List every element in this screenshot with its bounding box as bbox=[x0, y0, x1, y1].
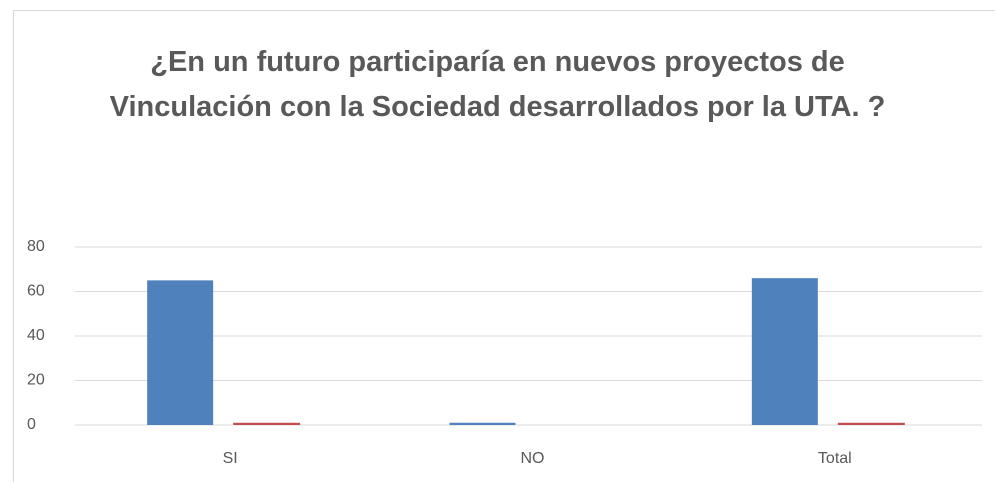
x-tick-label: NO bbox=[521, 450, 545, 467]
y-tick-label: 40 bbox=[27, 327, 45, 344]
bar bbox=[837, 422, 905, 425]
bar bbox=[751, 278, 818, 425]
chart-title: ¿En un futuro participaría en nuevos pro… bbox=[109, 46, 886, 123]
bar bbox=[449, 422, 516, 425]
x-tick-label: SI bbox=[223, 450, 238, 467]
bar bbox=[233, 422, 301, 425]
chart-border bbox=[13, 10, 995, 482]
x-tick-label: Total bbox=[818, 450, 852, 467]
y-tick-label: 0 bbox=[27, 416, 36, 433]
y-tick-label: 60 bbox=[27, 283, 45, 300]
y-tick-label: 80 bbox=[27, 238, 45, 255]
y-tick-label: 20 bbox=[27, 372, 45, 389]
bar bbox=[147, 280, 214, 425]
